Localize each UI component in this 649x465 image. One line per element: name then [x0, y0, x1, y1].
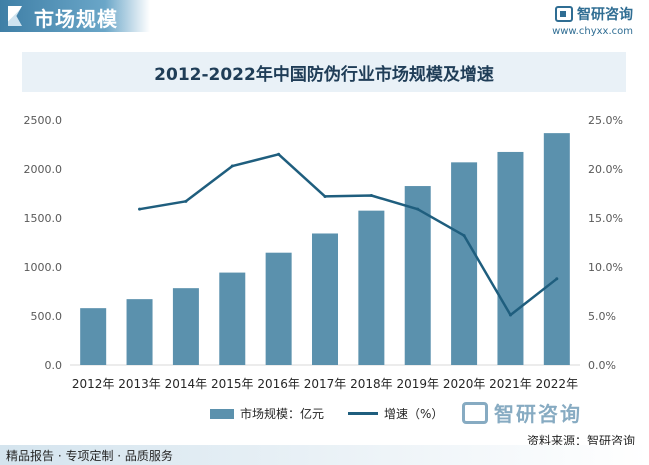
footer-text: 精品报告 · 专项定制 · 品质服务 [6, 449, 173, 463]
footer: 精品报告 · 专项定制 · 品质服务 [0, 445, 649, 465]
x-tick-label: 2015年 [211, 377, 254, 391]
x-tick-label: 2017年 [304, 377, 347, 391]
brand-logo-icon [555, 6, 573, 22]
y-left-tick-label: 2000.0 [24, 163, 63, 176]
y-left-tick-label: 1000.0 [24, 261, 63, 274]
x-tick-label: 2019年 [396, 377, 439, 391]
legend-label-bar: 市场规模：亿元 [240, 407, 325, 421]
y-left-tick-label: 0.0 [45, 359, 63, 372]
growth-point [555, 277, 559, 281]
legend-bar-swatch [210, 408, 234, 419]
y-right-tick-label: 10.0% [588, 261, 623, 274]
x-tick-label: 2018年 [350, 377, 393, 391]
y-right-tick-label: 5.0% [588, 310, 616, 323]
growth-line [139, 153, 558, 317]
growth-point [323, 194, 327, 198]
watermark-name: 智研咨询 [494, 402, 582, 426]
x-tick-label: 2013年 [118, 377, 161, 391]
x-tick-label: 2022年 [536, 377, 579, 391]
header-bar: 市场规模 [0, 0, 150, 32]
growth-point [184, 199, 188, 203]
bar [219, 272, 246, 365]
growth-point [277, 152, 281, 156]
y-right-tick-label: 25.0% [588, 114, 623, 127]
bar [497, 151, 524, 365]
bar [358, 210, 385, 365]
header-logo-icon [8, 6, 22, 26]
header-title: 市场规模 [34, 7, 118, 31]
brand-name: 智研咨询 [577, 7, 633, 23]
x-tick-label: 2016年 [257, 377, 300, 391]
brand: 智研咨询 www.chyxx.com [552, 4, 633, 37]
y-left-tick-label: 2500.0 [24, 114, 63, 127]
y-right-tick-label: 20.0% [588, 163, 623, 176]
bar [126, 299, 153, 365]
watermark-logo-icon [462, 401, 488, 424]
x-tick-label: 2012年 [72, 377, 115, 391]
bar [543, 133, 570, 365]
chart: 0.0 500.0 1000.0 1500.0 2000.0 2500.0 0.0% 5.0%… [24, 114, 623, 391]
y-left-tick-label: 1500.0 [24, 212, 63, 225]
bar [312, 233, 338, 365]
x-tick-label: 2014年 [165, 377, 208, 391]
brand-url: www.chyxx.com [552, 26, 633, 37]
y-right-tick-label: 0.0% [588, 359, 616, 372]
growth-point [230, 164, 234, 168]
x-tick-label: 2021年 [489, 377, 532, 391]
x-tick-label: 2020年 [443, 377, 486, 391]
y-left-tick-label: 500.0 [31, 310, 63, 323]
bar [172, 288, 199, 365]
legend-line-swatch [348, 412, 379, 415]
bar [451, 162, 478, 365]
bar [265, 252, 292, 365]
growth-point [138, 207, 142, 211]
growth-point [508, 313, 512, 317]
header: 市场规模 智研咨询 www.chyxx.com [0, 0, 649, 40]
growth-point [416, 207, 420, 211]
legend: 市场规模：亿元 增速（%） [210, 405, 443, 422]
watermark-brand: 智研咨询 [462, 398, 582, 427]
growth-point [462, 234, 466, 238]
legend-label-line: 增速（%） [384, 407, 444, 421]
chart-title: 2012-2022年中国防伪行业市场规模及增速 [154, 64, 494, 85]
y-right-tick-label: 15.0% [588, 212, 623, 225]
bar [80, 308, 107, 365]
growth-point [369, 193, 373, 197]
bar [404, 186, 431, 365]
chart-title-box: 2012-2022年中国防伪行业市场规模及增速 [22, 52, 626, 92]
source-note: 资料来源：智研咨询 [526, 434, 635, 448]
